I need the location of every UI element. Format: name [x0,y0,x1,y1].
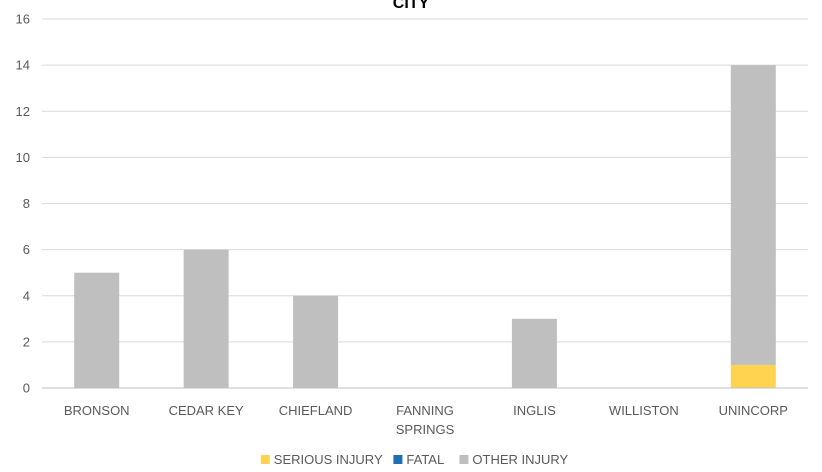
legend: SERIOUS INJURY FATAL OTHER INJURY [260,452,569,467]
bars [74,65,776,388]
bar-serious-injury-unincorp [730,364,776,388]
legend-label: FATAL [406,452,444,467]
legend-label: SERIOUS INJURY [274,452,383,467]
legend-label: OTHER INJURY [472,452,568,467]
legend-item-fatal: FATAL [393,452,444,467]
bar-other-injury-chiefland [293,295,339,388]
y-tick-label: 14 [16,58,30,73]
x-tick-label: SPRINGS [396,422,455,437]
y-tick-label: 6 [23,242,30,257]
y-tick-label: 2 [23,334,30,349]
y-tick-label: 10 [16,150,30,165]
x-tick-label: FANNING [396,403,454,418]
y-tick-label: 16 [16,12,30,27]
x-tick-label: CHIEFLAND [279,403,353,418]
bar-other-injury-inglis [511,318,557,388]
x-tick-label: BRONSON [64,403,130,418]
x-tick-label: CEDAR KEY [169,403,244,418]
chart-title: CITY [393,0,430,12]
gridlines [42,18,808,343]
x-tick-label: INGLIS [513,403,556,418]
x-tick-label: WILLISTON [609,403,679,418]
legend-swatch [393,455,403,464]
bar-other-injury-cedar-key [183,249,229,388]
x-axis: BRONSON CEDAR KEY CHIEFLAND FANNING SPRINGS I… [42,387,808,437]
y-tick-label: 8 [23,196,30,211]
legend-item-serious-injury: SERIOUS INJURY [260,452,383,467]
y-tick-label: 4 [23,288,30,303]
legend-item-other-injury: OTHER INJURY [459,452,569,467]
legend-swatch [459,455,469,464]
y-tick-label: 12 [16,104,30,119]
bar-other-injury-bronson [74,272,120,388]
y-axis-ticks: 0 2 4 6 8 10 12 14 16 [16,12,30,396]
y-tick-label: 0 [23,381,30,396]
legend-swatch [260,455,270,464]
x-tick-label: UNINCORP [719,403,788,418]
bar-other-injury-unincorp [730,65,776,365]
